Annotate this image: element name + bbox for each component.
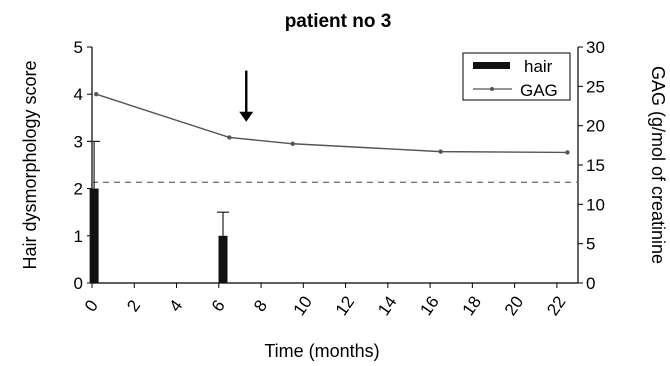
gag-point [565,150,570,155]
left-tick-label: 1 [74,227,83,246]
x-tick-label: 18 [459,293,485,319]
right-tick-label: 10 [586,195,605,214]
x-tick-label: 4 [166,297,187,316]
left-tick-label: 5 [74,38,83,57]
gag-point [290,141,295,146]
left-tick-label: 4 [74,85,83,104]
left-tick-label: 3 [74,132,83,151]
gag-point [94,92,99,97]
x-tick-label: 10 [290,293,316,319]
x-tick-label: 0 [81,297,102,316]
chart-title: patient no 3 [285,11,392,32]
left-tick-label: 0 [74,274,83,293]
legend-box [462,52,571,101]
right-tick-label: 30 [586,38,605,57]
gag-point [227,135,232,140]
legend-hair-swatch [473,62,510,69]
left-axis-label: Hair dysmorphology score [20,60,40,269]
legend-hair-label: hair [524,57,553,76]
legend-gag-marker [490,87,494,91]
legend-gag-label: GAG [520,81,558,100]
right-axis-label: GAG (g/mol of creatinine [648,66,668,264]
left-tick-label: 2 [74,180,83,199]
right-tick-label: 0 [586,274,595,293]
x-tick-label: 20 [501,293,527,319]
x-tick-label: 8 [250,297,271,316]
right-tick-label: 15 [586,156,605,175]
hair-bar [218,235,228,283]
x-tick-label: 16 [416,293,442,319]
right-tick-label: 20 [586,117,605,136]
x-axis-label: Time (months) [264,341,379,361]
right-tick-label: 5 [586,235,595,254]
x-tick-label: 12 [332,293,358,319]
gag-line [96,93,568,154]
x-tick-label: 14 [374,293,400,319]
gag-point [438,149,443,154]
arrow-head [239,111,254,122]
hair-bar [89,188,99,283]
right-tick-label: 25 [586,77,605,96]
x-tick-label: 22 [543,293,569,319]
legend: hair GAG [462,52,571,101]
x-tick-label: 6 [208,297,229,316]
x-tick-label: 2 [123,297,144,316]
